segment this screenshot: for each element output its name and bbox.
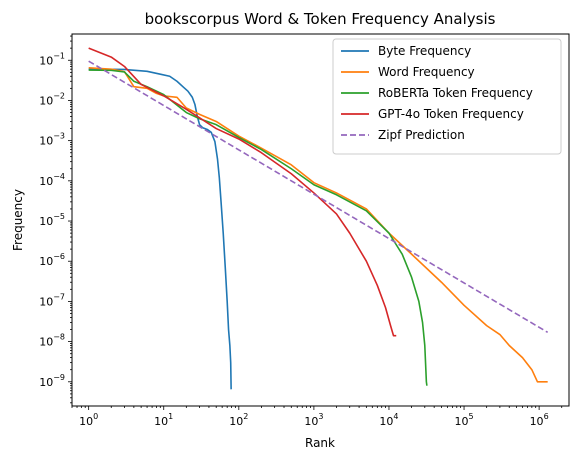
series-line-1: [88, 68, 232, 390]
plot-frame: [71, 33, 570, 407]
y-tick-label: 10−9: [39, 373, 65, 389]
x-tick-label: 104: [379, 412, 398, 428]
series-line-5: [88, 60, 549, 334]
series-line-4: [88, 47, 397, 337]
x-tick-label: 101: [154, 412, 173, 428]
x-tick-label: 106: [530, 412, 549, 428]
legend-entry-label: Byte Frequency: [378, 44, 471, 58]
y-axis-label: Frequency: [11, 189, 25, 251]
y-tick-label: 10−3: [39, 132, 65, 148]
x-tick-label: 103: [304, 412, 323, 428]
legend-entry-label: GPT-4o Token Frequency: [378, 107, 524, 121]
x-tick-label: 105: [454, 412, 473, 428]
legend-entry-label: Zipf Prediction: [378, 128, 465, 142]
series-line-2: [88, 66, 548, 383]
chart-title: bookscorpus Word & Token Frequency Analy…: [145, 10, 496, 28]
y-axis: 10−9 10−8 10−7 10−6 10−5 10−4 10−3 10−2 10−1: [39, 35, 72, 404]
y-tick-label: 10−1: [39, 51, 65, 67]
y-tick-label: 10−6: [39, 252, 65, 268]
y-tick-label: 10−5: [39, 212, 65, 228]
series-layer: [88, 47, 549, 390]
x-tick-label: 100: [79, 412, 98, 428]
legend-box: [332, 38, 562, 155]
y-tick-label: 10−7: [39, 292, 65, 308]
x-axis: 100 101 102 103 104 105 106: [71, 406, 563, 428]
y-tick-label: 10−4: [39, 172, 65, 188]
legend-entry-label: RoBERTa Token Frequency: [378, 86, 533, 100]
y-tick-label: 10−8: [39, 333, 65, 349]
x-axis-label: Rank: [305, 436, 335, 450]
x-tick-label: 102: [229, 412, 248, 428]
y-tick-label: 10−2: [39, 91, 65, 107]
legend-entry-label: Word Frequency: [378, 65, 475, 79]
legend: Byte Frequency Word Frequency RoBERTa Toke…: [332, 38, 562, 155]
